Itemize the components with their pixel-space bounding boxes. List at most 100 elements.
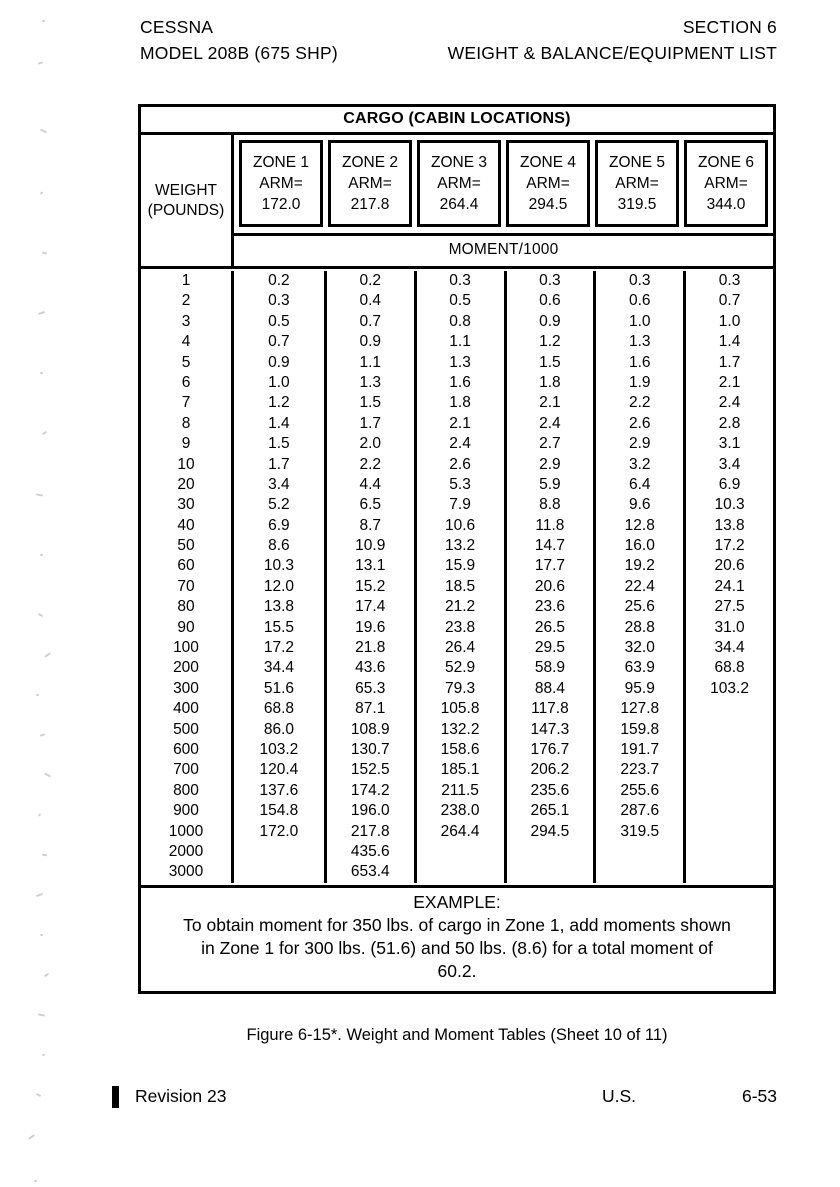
figure-caption: Figure 6-15*. Weight and Moment Tables (… xyxy=(246,1026,668,1044)
moment-cell: 238.0 xyxy=(413,801,504,822)
moment-cell: 5.3 xyxy=(413,474,504,496)
moment-cell: 15.9 xyxy=(413,556,504,577)
moment-cell: 79.3 xyxy=(413,678,504,700)
moment-cell: 20.6 xyxy=(683,556,773,577)
moment-cell: 1.7 xyxy=(683,352,773,373)
model-label: MODEL 208B (675 SHP) xyxy=(140,43,338,63)
moment-cell: 105.8 xyxy=(413,699,504,720)
moment-cell xyxy=(234,862,324,882)
cargo-weight-moment-table: CARGO (CABIN LOCATIONS) WEIGHT (POUNDS) … xyxy=(138,104,776,994)
moment-cell: 2.4 xyxy=(413,434,504,455)
moment-cell: 65.3 xyxy=(323,678,414,700)
zone-header-region: ZONE 1 ARM= 172.0 ZONE 2 ARM= 217.8 ZONE 3 ARM=… xyxy=(234,135,773,266)
manufacturer-label: CESSNA xyxy=(140,17,214,37)
moment-cell: 1.0 xyxy=(593,311,683,333)
weight-cell: 200 xyxy=(141,658,234,679)
moment-cell: 51.6 xyxy=(263,679,294,697)
moment-cell: 265.1 xyxy=(503,801,594,822)
section-label: SECTION 6 xyxy=(682,17,777,37)
moment-cell: 1.0 xyxy=(268,373,290,391)
moment-cell xyxy=(683,862,773,883)
moment-cell: 17.2 xyxy=(683,536,773,557)
moment-cell: 176.7 xyxy=(503,739,594,761)
moment-cell: 0.9 xyxy=(503,311,594,333)
moment-cell: 0.5 xyxy=(413,291,504,312)
moment-cell: 13.8 xyxy=(683,515,773,537)
revision-change-bar xyxy=(112,1086,119,1108)
moment-cell: 21.2 xyxy=(413,597,504,618)
scan-speck xyxy=(37,1013,46,1017)
moment-cell: 24.1 xyxy=(683,576,773,598)
moment-cell: 8.8 xyxy=(503,495,594,516)
moment-cell: 25.6 xyxy=(593,597,683,618)
moment-cell: 9.6 xyxy=(593,495,683,516)
moment-cell: 63.9 xyxy=(593,658,683,679)
example-box: EXAMPLE: To obtain moment for 350 lbs. o… xyxy=(141,884,773,991)
moment-cell: 52.9 xyxy=(413,658,504,679)
scan-speck xyxy=(37,613,44,617)
moment-cell: 255.6 xyxy=(593,780,683,802)
moment-cell: 174.2 xyxy=(323,780,414,802)
weight-cell: 3000 xyxy=(141,862,234,883)
moment-cell: 10.9 xyxy=(323,536,414,557)
moment-cell xyxy=(683,841,773,863)
scan-speck xyxy=(33,1179,38,1183)
moment-cell: 16.0 xyxy=(593,536,683,557)
weight-cell: 70 xyxy=(141,576,234,598)
moment-cell: 10.3 xyxy=(683,495,773,516)
moment-cell: 87.1 xyxy=(323,699,414,720)
weight-cell: 4 xyxy=(141,332,234,353)
weight-cell: 10 xyxy=(141,454,234,475)
moment-cell: 4.4 xyxy=(323,474,414,496)
moment-cell: 0.3 xyxy=(413,271,504,292)
scan-speck xyxy=(35,493,44,497)
moment-cell xyxy=(683,801,773,822)
moment-cell: 1.5 xyxy=(268,435,290,453)
scan-speck xyxy=(41,19,46,23)
moment-cell xyxy=(683,719,773,740)
moment-cell xyxy=(413,841,504,863)
weight-cell: 50 xyxy=(141,536,234,557)
moment-cell: 19.6 xyxy=(323,617,414,639)
weight-cell: 6 xyxy=(141,372,234,394)
moment-cell: 1.5 xyxy=(323,393,414,414)
moment-cell: 19.2 xyxy=(593,556,683,577)
moment-cell: 22.4 xyxy=(593,576,683,598)
moment-cell: 0.8 xyxy=(413,311,504,333)
moment-cell: 103.2 xyxy=(259,740,299,758)
moment-cell xyxy=(683,780,773,802)
moment-cell xyxy=(413,862,504,883)
moment-cell: 235.6 xyxy=(503,780,594,802)
moment-cell: 108.9 xyxy=(323,719,414,740)
moment-cell: 18.5 xyxy=(413,576,504,598)
moment-cell: 3.1 xyxy=(683,434,773,455)
moment-cell: 196.0 xyxy=(323,801,414,822)
scan-speck xyxy=(44,652,51,658)
moment-cell: 0.6 xyxy=(503,291,594,312)
moment-cell: 1.4 xyxy=(268,414,290,432)
moment-cell: 185.1 xyxy=(413,760,504,781)
moment-cell: 28.8 xyxy=(593,617,683,639)
moment-cell: 68.8 xyxy=(683,658,773,679)
weight-cell: 100 xyxy=(141,638,234,659)
moment-cell: 2.6 xyxy=(413,454,504,475)
scan-speck xyxy=(35,1093,42,1097)
moment-cell: 15.5 xyxy=(263,618,294,636)
moment-cell: 10.3 xyxy=(263,557,294,575)
moment-cell: 1.3 xyxy=(413,352,504,373)
moment-cell: 2.6 xyxy=(593,413,683,435)
moment-cell: 0.3 xyxy=(268,292,290,310)
moment-cell: 3.4 xyxy=(268,475,290,493)
moment-cell: 1.2 xyxy=(268,394,290,412)
weight-header-line1: WEIGHT xyxy=(155,181,217,199)
moment-cell: 287.6 xyxy=(593,801,683,822)
example-line-1: To obtain moment for 350 lbs. of cargo i… xyxy=(183,914,731,935)
scan-speck xyxy=(37,61,44,65)
moment-cell: 1.4 xyxy=(683,332,773,353)
weight-cell: 9 xyxy=(141,434,234,455)
moment-cell: 2.1 xyxy=(503,393,594,414)
weight-cell: 600 xyxy=(141,739,234,761)
moment-cell: 2.7 xyxy=(503,434,594,455)
moment-cell: 223.7 xyxy=(593,760,683,781)
